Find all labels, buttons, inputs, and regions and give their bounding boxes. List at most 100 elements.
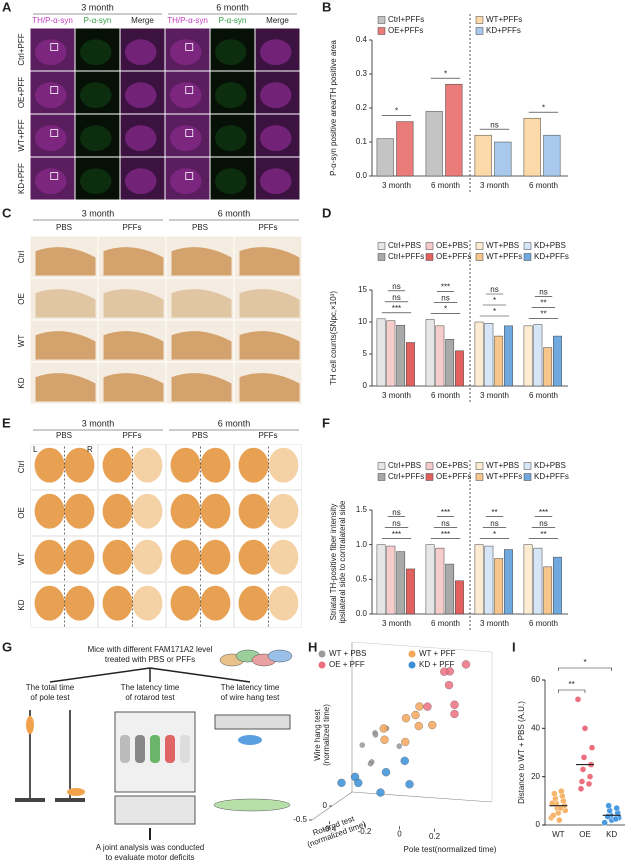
texture (125, 125, 157, 152)
y-tick-label: 5 (363, 349, 368, 358)
dot (586, 773, 594, 780)
section-left (170, 447, 201, 483)
x-tick-label: 3 month (382, 391, 411, 400)
significance-label: *** (539, 508, 548, 517)
column-group-label: 6 month (218, 208, 251, 218)
inset-box (185, 86, 194, 94)
texture (215, 82, 247, 109)
significance-label: ns (392, 282, 400, 291)
legend-swatch (475, 16, 484, 24)
point (414, 721, 423, 731)
row-label: WT (17, 553, 26, 566)
bar (425, 544, 435, 615)
significance-label: * (444, 69, 447, 78)
legend-label: WT + PBS (329, 649, 366, 658)
section-left (238, 585, 269, 621)
panel-label: D (322, 205, 331, 220)
section-left (170, 493, 201, 529)
point (376, 788, 385, 797)
significance-label: ns (490, 285, 498, 294)
z-axis-label: Wire hang test (313, 708, 322, 760)
significance-label: ns (539, 519, 547, 528)
point (444, 680, 454, 690)
row-label: KD+PFF (17, 163, 26, 194)
x-tick-label: 6 month (529, 619, 558, 628)
texture (35, 39, 67, 66)
dot (558, 787, 565, 795)
legend-label: KD+PFFs (534, 252, 569, 261)
bar (435, 325, 445, 387)
arrow (149, 667, 251, 683)
legend-swatch (523, 242, 532, 250)
texture (170, 125, 202, 152)
y-tick-label: 0.0 (356, 609, 368, 618)
column-label: P-α-syn (219, 16, 247, 25)
x-tick-label: 6 month (529, 181, 558, 190)
legend-marker (318, 661, 326, 669)
section-right (268, 539, 299, 575)
significance-label: ** (491, 508, 497, 517)
texture (260, 168, 292, 195)
test-text: of rotarod test (125, 693, 175, 702)
significance-label: * (583, 658, 586, 667)
significance-label: * (542, 103, 545, 112)
bar (533, 547, 543, 615)
significance-label: * (493, 296, 496, 305)
texture (215, 168, 247, 195)
legend-label: KD+PFFs (486, 26, 521, 35)
bar (376, 318, 386, 387)
bar (445, 563, 455, 615)
legend-swatch (475, 462, 484, 470)
bar (406, 342, 415, 387)
legend-swatch (425, 242, 434, 250)
section-right (132, 447, 163, 483)
legend-swatch (425, 462, 434, 470)
mouse (238, 735, 262, 745)
column-label: PFFs (122, 223, 141, 232)
texture (35, 82, 67, 109)
footer-text: to evaluate motor deficits (106, 853, 195, 862)
legend-marker (318, 650, 326, 658)
bar (484, 323, 494, 387)
bar (523, 325, 533, 387)
bar (425, 319, 435, 387)
y-tick-label: 1.5 (356, 505, 368, 514)
y-axis-label: P-α-syn positive area/TH positive area (329, 40, 338, 176)
tissue (35, 331, 96, 360)
dot (556, 816, 563, 824)
test-text: of wire hang test (221, 693, 280, 702)
row-label: KD (17, 377, 26, 388)
tissue (239, 247, 300, 276)
section-left (102, 539, 133, 575)
section-right (200, 539, 231, 575)
x-tick-label: 6 month (431, 181, 460, 190)
dot (585, 780, 593, 788)
section-right (200, 493, 231, 529)
legend-label: WT + PFF (419, 649, 456, 658)
x-axis-label: Pole test(normalized time) (404, 845, 497, 854)
significance-label: ns (490, 519, 498, 528)
column-group-label: 6 month (216, 2, 249, 12)
z-axis-label: (normalized time) (322, 704, 331, 766)
point (405, 780, 414, 789)
mouse-icon (267, 649, 293, 663)
bar (396, 121, 414, 177)
legend-label: OE+PFFs (436, 252, 471, 261)
x-tick-label: 6 month (431, 391, 460, 400)
panel-label: A (2, 0, 12, 14)
y-tick-label: 0.2 (356, 103, 368, 112)
mouse (165, 735, 175, 763)
tissue (103, 247, 164, 276)
legend-swatch (475, 253, 484, 261)
column-label: PFFs (258, 431, 277, 440)
texture (125, 82, 157, 109)
point (401, 737, 410, 747)
significance-label: ns (539, 288, 547, 297)
legend-label: WT+PFFs (486, 15, 522, 24)
base (15, 798, 45, 802)
tissue (35, 247, 96, 276)
inset-box (50, 43, 59, 51)
texture (35, 168, 67, 195)
legend-swatch (523, 253, 532, 261)
bar (533, 324, 543, 387)
